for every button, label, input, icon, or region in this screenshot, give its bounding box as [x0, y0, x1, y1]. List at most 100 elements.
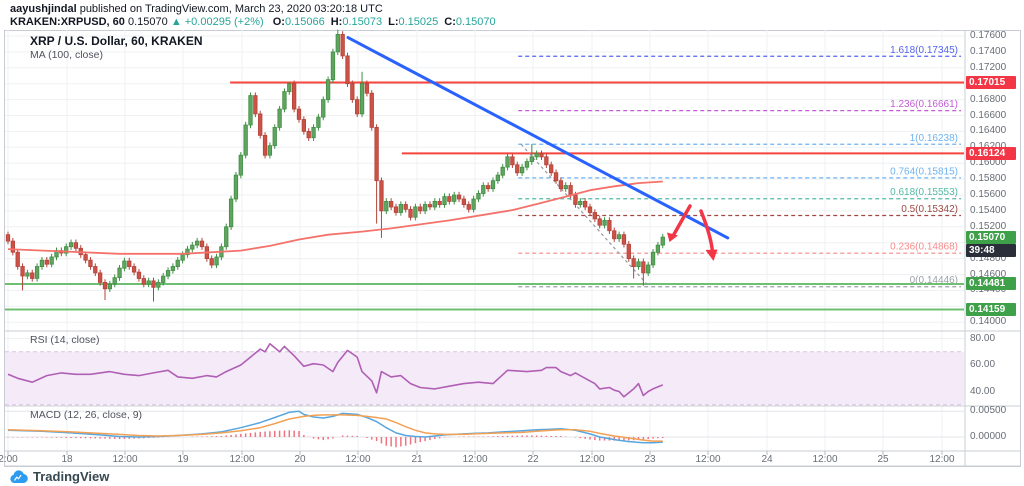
- candle-body: [597, 218, 602, 226]
- ohlc-label: H:: [330, 16, 343, 28]
- macd-legend[interactable]: MACD (12, 26, close, 9): [30, 409, 143, 421]
- candle-body: [655, 244, 661, 253]
- price-tick: 0.17400: [970, 45, 1007, 57]
- candle-body: [127, 260, 132, 267]
- candle-body: [345, 55, 350, 85]
- candle-body: [287, 83, 292, 93]
- price-badge: 0.17015: [966, 76, 1016, 89]
- rsi-line: [7, 343, 664, 398]
- candle-body: [660, 236, 665, 246]
- candle-body: [146, 280, 151, 285]
- candle-body: [510, 156, 515, 166]
- candle-body: [500, 166, 505, 176]
- candle-body: [161, 275, 166, 283]
- candle-body: [612, 230, 617, 240]
- candle-body: [316, 116, 321, 128]
- candle-body: [136, 271, 142, 279]
- ohlc-label: O:: [272, 16, 285, 28]
- candle-body: [228, 198, 234, 228]
- time-label: 24: [761, 454, 773, 465]
- bar-countdown-badge: 39:48: [966, 243, 1016, 257]
- price-tick: 0.16000: [970, 157, 1007, 169]
- candle-body: [335, 34, 340, 53]
- candle-body: [359, 83, 365, 115]
- candle-body: [10, 240, 16, 253]
- candle-body: [563, 185, 568, 190]
- candle-body: [607, 219, 612, 232]
- price-badge: 0.14159: [966, 303, 1016, 317]
- candle-body: [248, 95, 253, 126]
- candle-body: [646, 264, 651, 274]
- candle-body: [258, 113, 263, 136]
- candle-body: [282, 91, 287, 110]
- candle-body: [170, 266, 176, 271]
- candle-body: [355, 99, 360, 115]
- candle-body: [44, 259, 49, 265]
- candle-body: [408, 208, 413, 218]
- candle-body: [539, 153, 544, 158]
- chart-title[interactable]: XRP / U.S. Dollar, 60, KRAKEN: [30, 34, 203, 48]
- candle-body: [519, 166, 525, 174]
- ohlc-values: O:0.15066 H:0.15073 L:0.15025 C:0.15070: [267, 16, 496, 28]
- descending-trendline: [346, 36, 730, 240]
- time-label: 19: [177, 454, 189, 465]
- candle-body: [93, 266, 98, 274]
- bearish-arrow-stroke: [699, 209, 715, 254]
- price-tick: 0.14000: [970, 316, 1007, 328]
- candle-body: [325, 79, 331, 100]
- candle-body: [49, 256, 54, 265]
- fib-level-label: 0.618(0.15553): [890, 187, 958, 198]
- candle-body: [350, 83, 355, 100]
- time-label: 12:00: [929, 454, 955, 465]
- candle-body: [388, 200, 394, 208]
- candle-body: [88, 259, 93, 268]
- tradingview-logo[interactable]: TradingView: [8, 469, 109, 484]
- ohlc-label: C:: [444, 16, 456, 28]
- price-tick: 0.15800: [970, 173, 1007, 185]
- candle-body: [602, 219, 607, 226]
- candle-body: [495, 174, 501, 182]
- candle-body: [534, 153, 539, 158]
- candle-body: [209, 258, 214, 266]
- fib-level-label: 0(0.14446): [910, 275, 958, 286]
- candle-body: [262, 134, 268, 156]
- ohlc-value: 0.15073: [342, 16, 383, 28]
- last-price: 0.15070: [127, 16, 168, 28]
- bearish-arrow-head: [705, 249, 718, 261]
- rsi-tick: 80.00: [970, 332, 996, 344]
- candle-body: [587, 206, 593, 213]
- rsi-legend[interactable]: RSI (14, close): [30, 334, 100, 346]
- price-tick: 0.17200: [970, 61, 1007, 73]
- candle-body: [485, 185, 491, 190]
- fib-level-label: 1(0.16238): [910, 133, 958, 144]
- candle-body: [156, 281, 161, 288]
- candle-body: [180, 254, 185, 261]
- candle-body: [253, 95, 258, 115]
- time-label: 2:00: [0, 454, 18, 465]
- ohlc-value: 0.15066: [284, 16, 325, 28]
- byline: aayushjindal published on TradingView.co…: [10, 3, 383, 15]
- candle-body: [393, 206, 399, 213]
- candle-body: [529, 156, 534, 163]
- ma-legend[interactable]: MA (100, close): [30, 49, 103, 61]
- candle-body: [505, 156, 510, 168]
- rsi-band: [5, 351, 964, 405]
- candle-body: [442, 196, 447, 206]
- candle-body: [476, 192, 481, 200]
- price-tick: 0.14600: [970, 268, 1007, 280]
- time-label: 21: [411, 454, 423, 465]
- candle-body: [621, 234, 627, 245]
- candle-body: [224, 226, 229, 248]
- time-label: 12:00: [345, 454, 371, 465]
- rsi-tick: 40.00: [970, 385, 996, 397]
- price-tick: 0.15400: [970, 204, 1007, 216]
- candle-body: [626, 243, 631, 260]
- candle-body: [418, 206, 423, 212]
- fib-level-label: 0.236(0.14868): [890, 242, 958, 253]
- candle-body: [490, 180, 496, 190]
- candle-body: [583, 200, 588, 208]
- time-label: 12:00: [462, 454, 488, 465]
- candle-body: [553, 172, 559, 182]
- candle-body: [641, 261, 646, 274]
